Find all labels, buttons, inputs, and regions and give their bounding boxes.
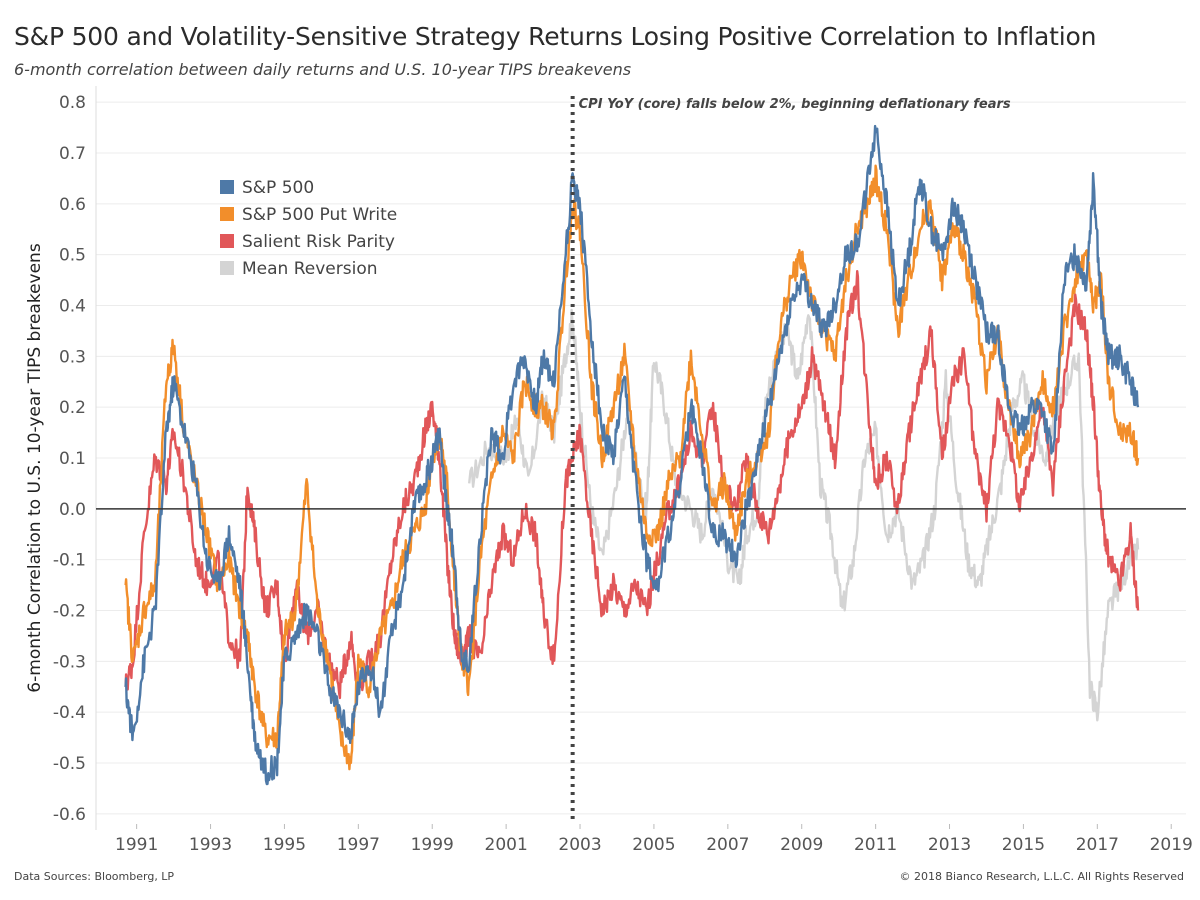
- x-tick-label: 1993: [189, 835, 232, 855]
- legend-swatch: [220, 234, 234, 248]
- series-line-salient-risk-parity: [124, 270, 1140, 700]
- copyright-note: © 2018 Bianco Research, L.L.C. All Right…: [899, 870, 1184, 883]
- legend-label: S&P 500 Put Write: [242, 205, 397, 225]
- legend-swatch: [220, 261, 234, 275]
- legend-swatch: [220, 207, 234, 221]
- y-axis-tick-labels: 0.8 0.7 0.6 0.5 0.4 0.3 0.2 0.1 0.0 -0.1 -0.2 -0.3 -…: [53, 93, 86, 825]
- x-tick-label: 2005: [632, 835, 675, 855]
- y-tick-label: 0.2: [59, 398, 86, 418]
- series-lines: [124, 124, 1140, 786]
- x-tick-label: 1991: [115, 835, 158, 855]
- legend-label: Salient Risk Parity: [242, 232, 395, 252]
- y-tick-label: 0.4: [59, 297, 86, 317]
- x-tick-label: 2013: [928, 835, 971, 855]
- x-tick-label: 2007: [706, 835, 749, 855]
- legend: S&P 500 S&P 500 Put Write Salient Risk Par…: [220, 178, 397, 279]
- legend-label: Mean Reversion: [242, 259, 378, 279]
- annotation-text: CPI YoY (core) falls below 2%, beginning…: [579, 97, 1011, 112]
- y-tick-label: -0.1: [53, 551, 86, 571]
- y-tick-label: -0.2: [53, 602, 86, 622]
- y-tick-label: -0.3: [53, 652, 86, 672]
- x-axis-tick-labels: 1991 1993 1995 1997 1999 2001 2003 2005 2007 2009…: [115, 824, 1193, 855]
- x-tick-label: 2017: [1076, 835, 1119, 855]
- legend-label: S&P 500: [242, 178, 314, 198]
- series-line-s-p-500: [124, 124, 1140, 786]
- x-tick-label: 2003: [558, 835, 601, 855]
- series-line-mean-reversion: [468, 308, 1140, 722]
- y-tick-label: 0.7: [59, 144, 86, 164]
- y-tick-label: 0.3: [59, 347, 86, 367]
- x-tick-label: 2019: [1150, 835, 1193, 855]
- y-tick-label: 0.1: [59, 449, 86, 469]
- y-tick-label: 0.6: [59, 195, 86, 215]
- x-tick-label: 2015: [1002, 835, 1045, 855]
- legend-swatch: [220, 180, 234, 194]
- series-line-s-p-500-put-write: [124, 164, 1140, 771]
- y-tick-label: 0.8: [59, 93, 86, 113]
- y-axis-label: 6-month Correlation to U.S. 10-year TIPS…: [25, 243, 45, 693]
- chart-title: S&P 500 and Volatility-Sensitive Strateg…: [14, 22, 1097, 51]
- x-tick-label: 1999: [411, 835, 454, 855]
- y-tick-label: -0.6: [53, 805, 86, 825]
- chart-subtitle: 6-month correlation between daily return…: [14, 60, 632, 79]
- y-tick-label: 0.5: [59, 246, 86, 266]
- x-tick-label: 1995: [263, 835, 306, 855]
- data-source-note: Data Sources: Bloomberg, LP: [14, 870, 175, 883]
- y-tick-label: 0.0: [59, 500, 86, 520]
- x-tick-label: 2011: [854, 835, 897, 855]
- y-tick-label: -0.5: [53, 754, 86, 774]
- x-tick-label: 2001: [485, 835, 528, 855]
- y-tick-label: -0.4: [53, 703, 86, 723]
- x-tick-label: 2009: [780, 835, 823, 855]
- x-tick-label: 1997: [337, 835, 380, 855]
